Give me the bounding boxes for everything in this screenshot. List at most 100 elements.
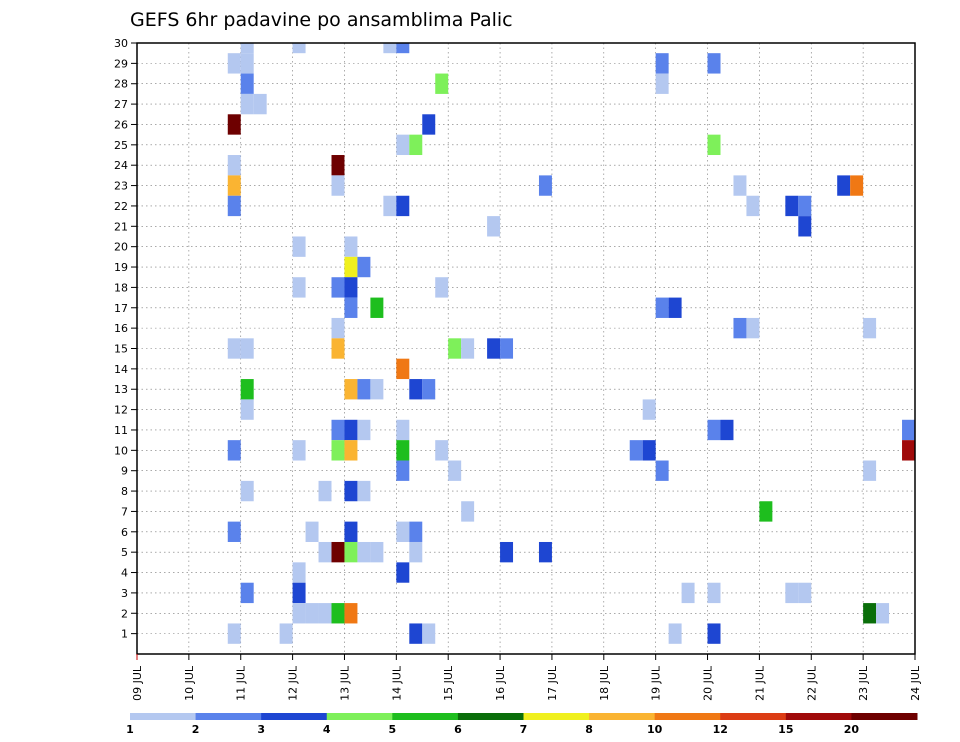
y-tick-label: 7 — [121, 505, 128, 518]
heatmap-cell — [240, 53, 254, 74]
heatmap-cell — [331, 317, 345, 339]
heatmap-cell — [863, 460, 877, 481]
heatmap-cell — [435, 440, 449, 461]
heatmap-cell — [331, 338, 345, 359]
heatmap-cell — [629, 440, 643, 461]
heatmap-cell — [344, 297, 358, 318]
heatmap-cell — [655, 460, 669, 481]
x-tick-label: 24 JUL — [909, 665, 922, 701]
heatmap-cell — [707, 419, 721, 441]
heatmap-cell — [292, 277, 306, 298]
heatmap-cell — [344, 256, 358, 278]
heatmap-cell — [344, 603, 358, 624]
heatmap-cell — [850, 175, 864, 196]
heatmap-cell — [785, 195, 799, 217]
y-tick-label: 5 — [121, 546, 128, 559]
heatmap-cell — [240, 73, 254, 94]
heatmap-cell — [487, 216, 501, 237]
y-axis: 1234567891011121314151617181920212223242… — [114, 37, 137, 641]
heatmap-cell — [357, 419, 371, 441]
heatmap-cell — [370, 297, 384, 318]
heatmap-cell — [785, 582, 799, 604]
legend-swatch — [457, 713, 524, 720]
heatmap-cell — [318, 480, 332, 502]
heatmap-cell — [370, 541, 384, 563]
heatmap-cell — [435, 73, 449, 94]
x-tick-label: 18 JUL — [598, 665, 611, 701]
heatmap-cell — [435, 277, 449, 298]
heatmap-cell — [227, 440, 241, 461]
y-tick-label: 8 — [121, 485, 128, 498]
heatmap-cell — [655, 73, 669, 94]
heatmap-cell — [292, 582, 306, 604]
heatmap-cell — [409, 623, 423, 644]
y-tick-label: 26 — [114, 118, 128, 131]
heatmap-cell — [863, 317, 877, 339]
heatmap-cell — [357, 379, 371, 400]
heatmap-cell — [227, 338, 241, 359]
heatmap-cell — [863, 603, 877, 624]
y-tick-label: 13 — [114, 383, 128, 396]
legend-label: 10 — [647, 723, 663, 736]
legend-swatch — [523, 713, 590, 720]
heatmap-cell — [538, 541, 552, 563]
heatmap-cell — [344, 521, 358, 542]
heatmap-cell — [746, 195, 760, 217]
y-tick-label: 2 — [121, 607, 128, 620]
heatmap-cell — [318, 541, 332, 563]
heatmap-cell — [279, 623, 293, 644]
heatmap-cell — [448, 338, 462, 359]
y-tick-label: 14 — [114, 363, 128, 376]
y-tick-label: 24 — [114, 159, 128, 172]
y-tick-label: 10 — [114, 444, 128, 457]
heatmap-cell — [681, 582, 695, 604]
heatmap-cell — [655, 297, 669, 318]
heatmap-cell — [396, 440, 410, 461]
heatmap-cell — [396, 460, 410, 481]
heatmap-cell — [305, 603, 319, 624]
heatmap-cell — [240, 399, 254, 420]
heatmap-cell — [798, 582, 812, 604]
legend-swatch — [589, 713, 656, 720]
heatmap-cell — [655, 53, 669, 74]
heatmap-cell — [344, 379, 358, 400]
heatmap-cell — [383, 195, 397, 217]
heatmap-cell — [902, 440, 915, 461]
x-tick-label: 14 JUL — [390, 665, 403, 701]
y-tick-label: 6 — [121, 526, 128, 539]
heatmap-cell — [396, 134, 410, 156]
heatmap-cell — [396, 419, 410, 441]
heatmap-cell — [642, 440, 656, 461]
heatmap-cell — [240, 582, 254, 604]
y-tick-label: 16 — [114, 322, 128, 335]
heatmap-cell — [227, 195, 241, 217]
heatmap-cell — [344, 440, 358, 461]
heatmap-cell — [253, 93, 267, 115]
heatmap-cell — [642, 399, 656, 420]
heatmap-cell — [292, 43, 306, 54]
y-tick-label: 29 — [114, 57, 128, 70]
heatmap-cell — [331, 541, 345, 563]
heatmap-cell — [227, 175, 241, 196]
heatmap-cell — [396, 562, 410, 583]
heatmap-cell — [798, 195, 812, 217]
heatmap-cell — [344, 541, 358, 563]
x-tick-label: 12 JUL — [287, 665, 300, 701]
heatmap-cell — [707, 582, 721, 604]
y-tick-label: 1 — [121, 628, 128, 641]
y-tick-label: 25 — [114, 139, 128, 152]
legend-swatch — [785, 713, 852, 720]
heatmap-cell — [240, 379, 254, 400]
heatmap-cell — [720, 419, 734, 441]
y-tick-label: 15 — [114, 343, 128, 356]
heatmap-cell — [331, 175, 345, 196]
y-tick-label: 19 — [114, 261, 128, 274]
heatmap-cell — [759, 501, 773, 522]
x-tick-label: 11 JUL — [235, 665, 248, 701]
heatmap-cell — [409, 521, 423, 542]
legend-swatch — [195, 713, 262, 720]
x-tick-label: 16 JUL — [494, 665, 507, 701]
heatmap-cell — [357, 480, 371, 502]
heatmap-cell — [902, 419, 915, 441]
